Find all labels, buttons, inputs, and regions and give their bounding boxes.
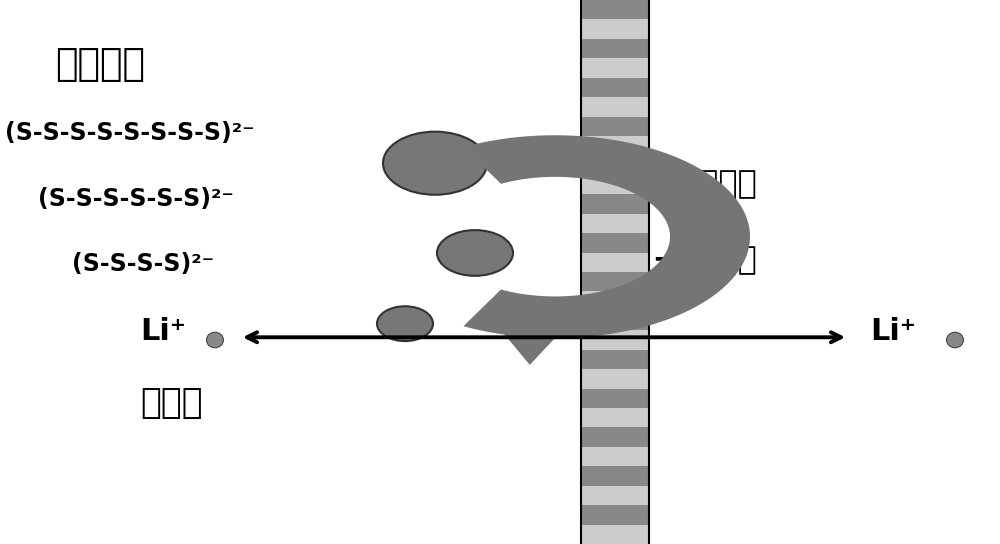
Text: (S-S-S-S)²⁻: (S-S-S-S)²⁻ xyxy=(72,252,214,276)
Bar xyxy=(581,156,649,175)
Text: 锂离子: 锂离子 xyxy=(140,386,203,419)
Text: 聚硬离子: 聚硬离子 xyxy=(55,47,145,83)
Ellipse shape xyxy=(207,332,223,348)
Ellipse shape xyxy=(383,132,487,195)
Bar xyxy=(581,524,649,544)
Bar xyxy=(581,97,649,116)
Text: Li⁺: Li⁺ xyxy=(870,317,916,347)
Bar xyxy=(581,330,649,350)
Text: (S-S-S-S-S-S-S-S)²⁻: (S-S-S-S-S-S-S-S)²⁻ xyxy=(5,121,255,145)
Bar xyxy=(581,0,649,20)
Bar xyxy=(581,466,649,486)
Bar xyxy=(581,116,649,136)
Bar xyxy=(581,175,649,194)
Bar xyxy=(581,214,649,233)
Bar xyxy=(581,408,649,428)
Bar xyxy=(581,233,649,252)
Polygon shape xyxy=(463,135,750,338)
Bar xyxy=(581,20,649,39)
Bar xyxy=(581,194,649,214)
Bar xyxy=(581,311,649,330)
Bar xyxy=(581,136,649,156)
Polygon shape xyxy=(482,295,595,365)
Bar xyxy=(581,272,649,292)
Text: (S-S-S-S-S-S)²⁻: (S-S-S-S-S-S)²⁻ xyxy=(38,187,234,211)
Text: →隔膜基体: →隔膜基体 xyxy=(653,170,757,200)
Bar xyxy=(581,486,649,505)
Text: →离子孔道: →离子孔道 xyxy=(653,246,757,276)
Ellipse shape xyxy=(377,306,433,341)
Text: Li⁺: Li⁺ xyxy=(140,317,186,347)
Bar xyxy=(581,350,649,369)
Bar xyxy=(581,39,649,58)
Bar xyxy=(581,505,649,524)
Bar xyxy=(581,388,649,408)
Bar xyxy=(581,252,649,272)
Bar xyxy=(581,292,649,311)
Bar xyxy=(581,369,649,388)
Bar xyxy=(581,58,649,78)
Bar xyxy=(581,428,649,447)
Ellipse shape xyxy=(947,332,963,348)
Bar xyxy=(581,78,649,97)
Bar xyxy=(581,447,649,466)
Ellipse shape xyxy=(437,230,513,276)
